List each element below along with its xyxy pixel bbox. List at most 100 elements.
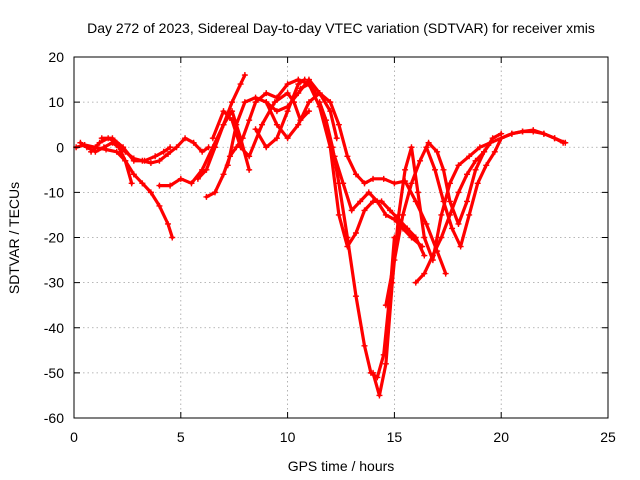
data-point (519, 128, 526, 135)
data-point (391, 216, 398, 223)
y-tick-label: -30 (44, 275, 64, 291)
data-point (361, 207, 368, 214)
data-point (391, 180, 398, 187)
data-point (96, 139, 103, 146)
data-point (464, 198, 471, 205)
data-point (340, 180, 347, 187)
data-point (464, 171, 471, 178)
data-point (252, 94, 259, 101)
x-axis-title: GPS time / hours (288, 458, 395, 474)
data-point (417, 157, 424, 164)
data-point (209, 135, 216, 142)
data-point (348, 207, 355, 214)
data-point (423, 144, 430, 151)
data-point (438, 234, 445, 241)
x-tick-label: 10 (280, 429, 296, 445)
data-point (120, 144, 127, 151)
data-point (442, 270, 449, 277)
data-point (167, 144, 174, 151)
data-point (194, 175, 201, 182)
data-point (258, 121, 265, 128)
data-point (344, 153, 351, 160)
data-point (329, 144, 336, 151)
data-point (109, 135, 116, 142)
data-point (220, 108, 227, 115)
data-point (141, 157, 148, 164)
data-point (434, 148, 441, 155)
data-point (402, 166, 409, 173)
data-point (241, 99, 248, 106)
data-point (408, 144, 415, 151)
data-point (476, 144, 483, 151)
series-8 (209, 90, 312, 160)
data-point (273, 108, 280, 115)
x-tick-label: 0 (70, 429, 78, 445)
data-point (374, 198, 381, 205)
data-point (438, 211, 445, 218)
data-point (305, 108, 312, 115)
data-point (440, 166, 447, 173)
data-point (295, 121, 302, 128)
y-tick-label: -20 (44, 230, 64, 246)
data-point (361, 342, 368, 349)
data-point (305, 99, 312, 106)
series-line (318, 100, 396, 379)
data-point (455, 189, 462, 196)
data-point (387, 207, 394, 214)
data-point (357, 198, 364, 205)
data-point (199, 148, 206, 155)
data-point (229, 108, 236, 115)
series-line (100, 136, 172, 163)
data-point (425, 139, 432, 146)
data-point (316, 90, 323, 97)
data-point (491, 148, 498, 155)
data-point (344, 234, 351, 241)
data-point (173, 144, 180, 151)
data-point (246, 166, 253, 173)
data-point (284, 81, 291, 88)
axis-ticks: 0 5 10 15 20 25 -60 -50 -40 -30 -20 -10 0 10 20 (44, 49, 616, 445)
data-point (229, 99, 236, 106)
data-point (508, 130, 515, 137)
data-point (88, 148, 95, 155)
data-point (408, 234, 415, 241)
data-point (365, 189, 372, 196)
data-point (333, 135, 340, 142)
data-point (164, 151, 171, 158)
data-point (419, 243, 426, 250)
data-point (284, 90, 291, 97)
data-point (263, 144, 270, 151)
data-point (423, 220, 430, 227)
data-point (323, 117, 330, 124)
series-17 (412, 130, 505, 286)
data-point (361, 180, 368, 187)
series-line (254, 77, 307, 149)
data-point (421, 252, 428, 259)
data-point (177, 175, 184, 182)
data-point (203, 166, 210, 173)
data-point (83, 144, 90, 151)
series-4 (98, 135, 174, 164)
data-point (352, 171, 359, 178)
data-point (233, 121, 240, 128)
data-point (414, 189, 421, 196)
y-tick-label: -40 (44, 320, 64, 336)
data-point (203, 193, 210, 200)
data-point (481, 148, 488, 155)
series-10 (252, 76, 308, 151)
data-point (98, 135, 105, 142)
series-11 (263, 90, 449, 277)
data-point (530, 128, 537, 135)
data-point (331, 153, 338, 160)
data-point (466, 153, 473, 160)
data-point (246, 117, 253, 124)
data-point (449, 225, 456, 232)
series-15 (370, 127, 569, 399)
data-point (382, 302, 389, 309)
data-point (421, 234, 428, 241)
data-point (156, 202, 163, 209)
data-point (130, 157, 137, 164)
series-16 (382, 139, 494, 309)
data-point (457, 243, 464, 250)
